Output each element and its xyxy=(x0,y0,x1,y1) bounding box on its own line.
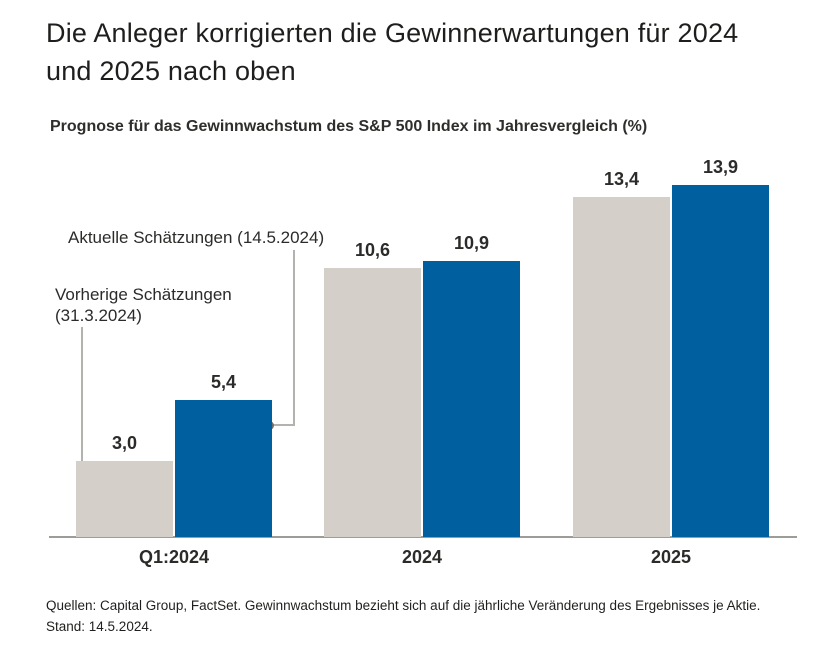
chart-plot: Aktuelle Schätzungen (14.5.2024) Vorheri… xyxy=(49,157,797,567)
callout-line-current-horizontal xyxy=(270,424,295,426)
source-note: Quellen: Capital Group, FactSet. Gewinnw… xyxy=(46,598,761,634)
x-axis-category-label: 2025 xyxy=(650,547,692,567)
bar-value-label: 10,9 xyxy=(453,233,490,253)
callout-line-current-vertical xyxy=(293,250,295,426)
bar-value-label: 5,4 xyxy=(210,372,237,392)
callout-line-previous-vertical xyxy=(81,327,83,466)
bar-value-label: 13,9 xyxy=(702,157,739,177)
bar-previous-estimate xyxy=(324,268,421,537)
chart-subtitle: Prognose für das Gewinnwachstum des S&P … xyxy=(50,118,648,135)
x-axis-category-label: 2024 xyxy=(401,547,443,567)
annotation-previous-line2: (31.3.2024) xyxy=(55,306,142,325)
bar-current-estimate xyxy=(672,185,769,537)
bar-value-label: 13,4 xyxy=(603,169,640,189)
page-title: Die Anleger korrigierten die Gewinnerwar… xyxy=(46,18,739,86)
annotation-previous-line1: Vorherige Schätzungen xyxy=(55,285,232,304)
bar-previous-estimate xyxy=(76,461,173,537)
x-axis-category-label: Q1:2024 xyxy=(138,547,210,567)
bar-value-label: 3,0 xyxy=(111,433,138,453)
x-axis-line xyxy=(49,536,797,538)
annotation-previous-estimates: Vorherige Schätzungen (31.3.2024) xyxy=(55,284,232,326)
bar-previous-estimate xyxy=(573,197,670,537)
bar-current-estimate xyxy=(175,400,272,537)
bar-current-estimate xyxy=(423,261,520,537)
bar-value-label: 10,6 xyxy=(354,240,391,260)
annotation-current-estimates: Aktuelle Schätzungen (14.5.2024) xyxy=(68,228,325,247)
